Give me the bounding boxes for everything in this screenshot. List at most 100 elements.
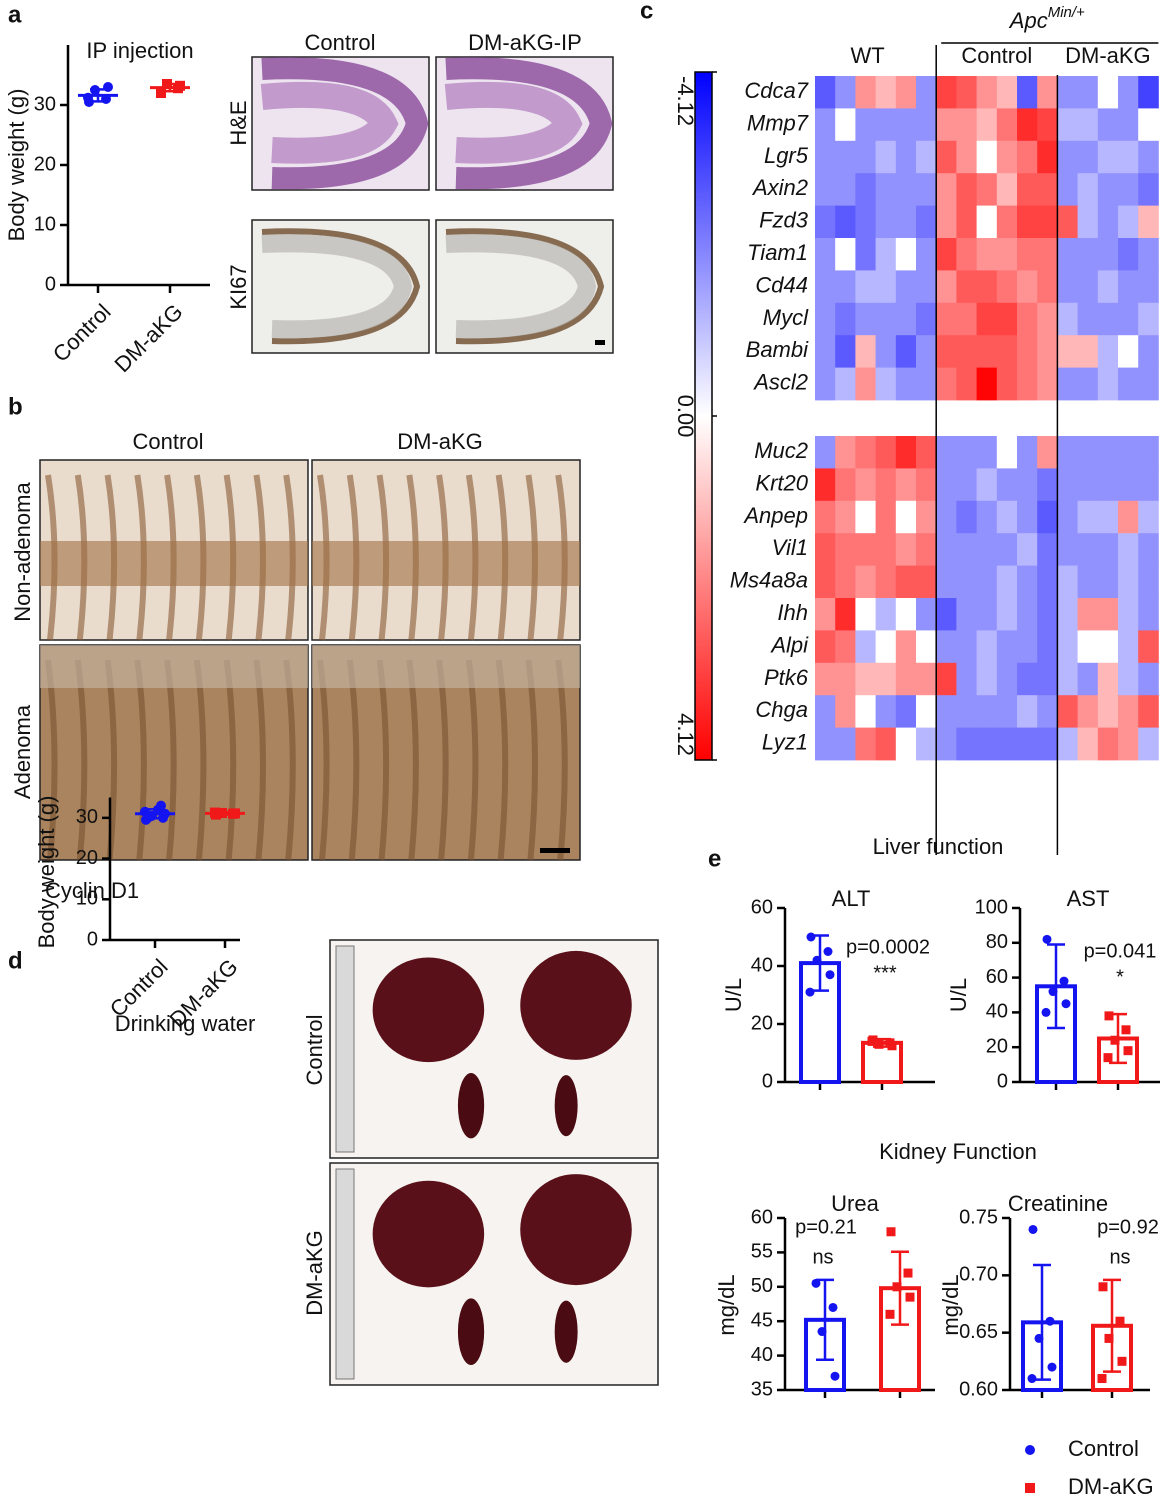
- heatmap-cell: [916, 468, 937, 502]
- heatmap-cell: [996, 598, 1018, 631]
- heatmap-cell: [1037, 500, 1058, 534]
- heatmap-cell: [835, 695, 856, 728]
- heatmap-cell: [956, 302, 977, 336]
- heatmap-cell: [895, 630, 917, 664]
- chart-title: IP injection: [86, 38, 193, 63]
- chart-title: Urea: [831, 1191, 879, 1216]
- heatmap-cell: [1097, 500, 1119, 534]
- heatmap-cell: [855, 533, 876, 566]
- data-point: [886, 1227, 896, 1237]
- heatmap-cell: [1138, 140, 1159, 174]
- heatmap-cell: [855, 173, 876, 206]
- super-label-sup: Min/+: [1048, 4, 1085, 21]
- y-tick-label: 0.75: [959, 1206, 998, 1228]
- heatmap-cell: [936, 205, 957, 239]
- heatmap-cell: [1118, 695, 1139, 728]
- heatmap-cell: [1118, 76, 1139, 109]
- heatmap-cell: [875, 205, 897, 239]
- chart-title: Drinking water: [115, 1011, 256, 1036]
- data-point: [1103, 1053, 1113, 1063]
- heatmap-cell: [895, 140, 917, 174]
- heatmap-cell: [956, 565, 977, 599]
- heatmap-cell: [875, 367, 897, 401]
- heatmap-cell: [875, 727, 897, 761]
- heatmap-cell: [996, 727, 1018, 761]
- heatmap-cell: [875, 533, 897, 566]
- heatmap-cell: [1037, 140, 1058, 174]
- heatmap-cell: [1017, 598, 1038, 631]
- heatmap-cell: [1138, 436, 1159, 469]
- y-axis-label: Body weight (g): [4, 89, 29, 242]
- heatmap-cell: [996, 270, 1018, 304]
- heatmap-cell: [855, 565, 876, 599]
- heatmap-cell: [976, 76, 998, 109]
- gene-label: Axin2: [751, 175, 808, 200]
- heatmap-cell: [976, 335, 998, 368]
- heatmap-cell: [895, 598, 917, 631]
- heatmap-cell: [1138, 335, 1159, 368]
- micrograph: [311, 644, 581, 861]
- column-label: Control: [305, 30, 376, 55]
- data-point: [1028, 1224, 1038, 1234]
- data-point: [1104, 1333, 1114, 1343]
- heatmap-cell: [996, 468, 1018, 502]
- tissue: [445, 57, 613, 190]
- heatmap-cell: [976, 695, 998, 728]
- heatmap-cell: [855, 662, 876, 696]
- micrograph: [435, 219, 614, 354]
- annotation: p=0.0002: [846, 936, 930, 958]
- heatmap-cell: [1077, 205, 1099, 239]
- gene-label: Lgr5: [764, 143, 809, 168]
- heatmap-cell: [956, 173, 977, 206]
- heatmap-cell: [1057, 367, 1078, 401]
- heatmap-cell: [1097, 108, 1119, 142]
- liver: [520, 1174, 632, 1286]
- heatmap-cell: [956, 270, 977, 304]
- data-point: [811, 1278, 821, 1288]
- tissue: [261, 234, 413, 339]
- heatmap-cell: [996, 302, 1018, 336]
- heatmap-cell: [1118, 468, 1139, 502]
- heatmap-cell: [916, 695, 937, 728]
- y-axis-label: Body weight (g): [34, 796, 59, 949]
- heatmap-cell: [1118, 140, 1139, 174]
- data-point: [1025, 1483, 1035, 1493]
- heatmap-cell: [895, 173, 917, 206]
- heatmap-cell: [875, 238, 897, 271]
- y-tick-label: 35: [751, 1378, 773, 1400]
- heatmap-cell: [815, 205, 836, 239]
- ruler: [335, 1168, 355, 1380]
- y-tick-label: 0: [762, 1070, 773, 1092]
- heatmap-cell: [1138, 468, 1159, 502]
- heatmap-cell: [956, 598, 977, 631]
- gene-label: Krt20: [755, 470, 808, 495]
- heatmap-cell: [835, 500, 856, 534]
- heatmap-cell: [815, 302, 836, 336]
- y-tick-label: 10: [76, 888, 98, 910]
- heatmap-cell: [835, 173, 856, 206]
- heatmap-cell: [1077, 140, 1099, 174]
- heatmap-cell: [1057, 695, 1078, 728]
- heatmap-cell: [1097, 367, 1119, 401]
- photo: [329, 1162, 659, 1386]
- heatmap-cell: [895, 238, 917, 271]
- tissue: [261, 228, 421, 345]
- heatmap-cell: [855, 598, 876, 631]
- y-tick-label: 50: [751, 1275, 773, 1297]
- data-point: [823, 947, 833, 956]
- heatmap-cell: [835, 598, 856, 631]
- heatmap-cell: [916, 367, 937, 401]
- heatmap-cell: [1057, 436, 1078, 469]
- heatmap-cell: [815, 140, 836, 174]
- heatmap-cell: [815, 630, 836, 664]
- liver: [372, 957, 485, 1063]
- heatmap-cell: [1118, 436, 1139, 469]
- micrograph: [251, 219, 430, 354]
- heatmap-cell: [936, 500, 957, 534]
- heatmap-cell: [1077, 270, 1099, 304]
- colorbar-label: -4.12: [673, 76, 698, 126]
- heatmap-cell: [835, 108, 856, 142]
- heatmap-cell: [976, 662, 998, 696]
- heatmap-cell: [1057, 565, 1078, 599]
- y-tick-label: 0.70: [959, 1264, 998, 1286]
